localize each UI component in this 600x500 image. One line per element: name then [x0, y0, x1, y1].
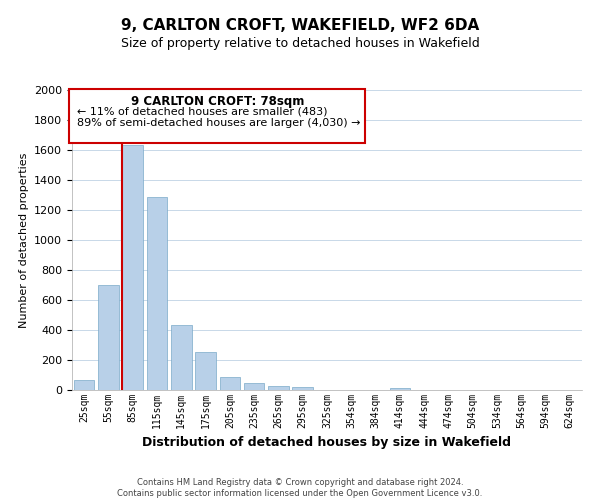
- Text: ← 11% of detached houses are smaller (483): ← 11% of detached houses are smaller (48…: [77, 106, 328, 117]
- Text: Contains HM Land Registry data © Crown copyright and database right 2024.
Contai: Contains HM Land Registry data © Crown c…: [118, 478, 482, 498]
- Text: 9, CARLTON CROFT, WAKEFIELD, WF2 6DA: 9, CARLTON CROFT, WAKEFIELD, WF2 6DA: [121, 18, 479, 32]
- Bar: [244, 382, 265, 390]
- Bar: [98, 285, 119, 390]
- Bar: [122, 145, 143, 390]
- Bar: [268, 386, 289, 390]
- Bar: [389, 388, 410, 390]
- Text: 89% of semi-detached houses are larger (4,030) →: 89% of semi-detached houses are larger (…: [77, 118, 361, 128]
- FancyBboxPatch shape: [70, 88, 365, 142]
- Bar: [146, 197, 167, 390]
- Bar: [171, 325, 191, 390]
- Bar: [74, 380, 94, 390]
- Text: 9 CARLTON CROFT: 78sqm: 9 CARLTON CROFT: 78sqm: [131, 94, 304, 108]
- Bar: [292, 387, 313, 390]
- Y-axis label: Number of detached properties: Number of detached properties: [19, 152, 29, 328]
- Text: Size of property relative to detached houses in Wakefield: Size of property relative to detached ho…: [121, 38, 479, 51]
- Bar: [195, 352, 216, 390]
- Bar: [220, 376, 240, 390]
- X-axis label: Distribution of detached houses by size in Wakefield: Distribution of detached houses by size …: [143, 436, 511, 450]
